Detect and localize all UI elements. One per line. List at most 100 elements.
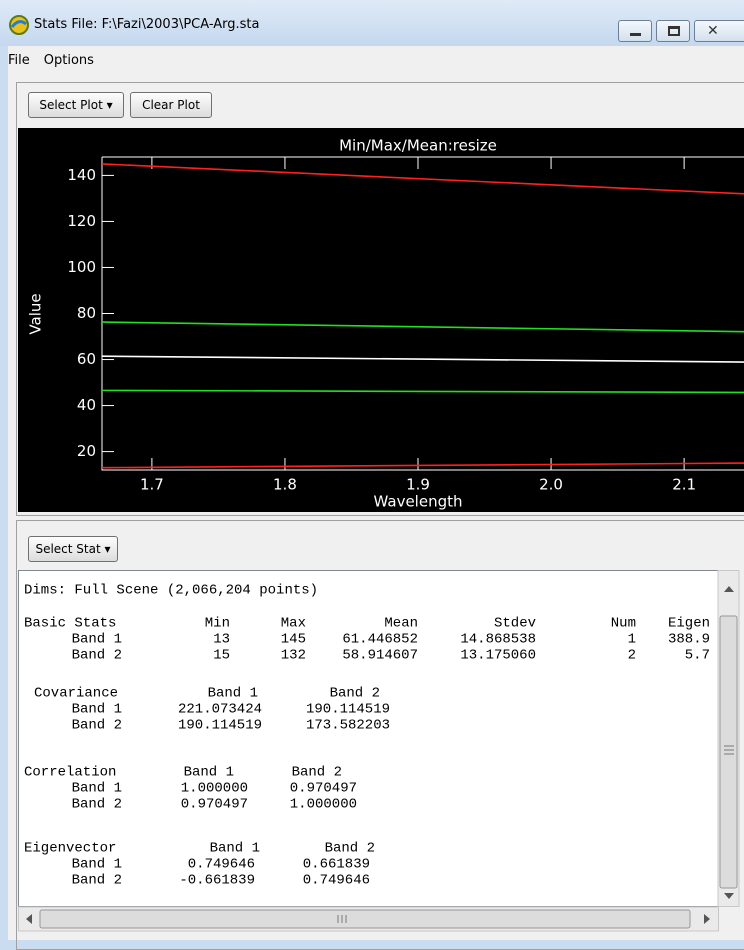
- column-header: Mean: [384, 616, 418, 632]
- stats-text-area: Dims: Full Scene (2,066,204 points) Basi…: [18, 570, 740, 932]
- plot-background: [18, 128, 744, 512]
- minimize-button[interactable]: [618, 20, 652, 42]
- window-title: Stats File: F:\Fazi\2003\PCA-Arg.sta: [34, 17, 260, 32]
- menu-bar: File Options: [8, 48, 744, 72]
- x-tick-label: 1.9: [406, 476, 430, 494]
- column-header: Band 2: [292, 765, 342, 781]
- column-header: Eigen: [668, 616, 710, 632]
- column-header: Num: [611, 616, 636, 632]
- cell: 221.073424: [178, 702, 262, 718]
- section-title: Correlation: [24, 765, 116, 781]
- cell: 0.970497: [290, 781, 357, 797]
- text-area-box: [18, 570, 719, 907]
- x-tick-label: 2.1: [672, 476, 696, 494]
- chart: Min/Max/Mean:resize Wavelength Value 20 4…: [18, 128, 744, 512]
- y-tick-label: 60: [77, 350, 96, 368]
- cell: 190.114519: [306, 702, 390, 718]
- scroll-up-arrow[interactable]: [724, 586, 734, 592]
- series-line: [101, 389, 744, 394]
- y-tick-label: 80: [77, 304, 96, 322]
- row-label: Band 1: [72, 702, 122, 718]
- scroll-thumb[interactable]: [719, 615, 738, 889]
- plot-panel: [16, 82, 744, 516]
- row-label: Band 2: [72, 873, 122, 889]
- y-tick-label: 100: [67, 258, 96, 276]
- cell: 0.749646: [303, 873, 370, 889]
- y-tick-label: 20: [77, 442, 96, 460]
- close-button[interactable]: ✕: [694, 20, 744, 42]
- y-tick-label: 140: [67, 166, 96, 184]
- button-label: Clear Plot: [142, 98, 200, 112]
- cell: 145: [281, 632, 306, 648]
- cell: 15: [213, 648, 230, 664]
- cell: 61.446852: [342, 632, 418, 648]
- column-header: Band 1: [184, 765, 234, 781]
- column-header: Stdev: [494, 616, 536, 632]
- clear-plot-button[interactable]: Clear Plot: [130, 92, 212, 118]
- axis-frame: [101, 156, 744, 471]
- cell: 190.114519: [178, 718, 262, 734]
- button-label: Select Stat: [35, 542, 101, 556]
- cell: 14.868538: [460, 632, 536, 648]
- x-tick-label: 1.7: [140, 476, 164, 494]
- cell: 5.7: [685, 648, 710, 664]
- row-label: Band 1: [72, 857, 122, 873]
- row-label: Band 2: [72, 718, 122, 734]
- cell: 13.175060: [460, 648, 536, 664]
- cell: 0.970497: [181, 797, 248, 813]
- select-plot-button[interactable]: Select Plot ▾: [28, 92, 124, 118]
- scroll-right-arrow[interactable]: [704, 914, 710, 924]
- maximize-button[interactable]: [656, 20, 690, 42]
- row-label: Band 2: [72, 648, 122, 664]
- column-header: Band 1: [208, 686, 258, 702]
- row-label: Band 1: [72, 781, 122, 797]
- row-label: Band 2: [72, 797, 122, 813]
- menu-item[interactable]: Options: [43, 52, 94, 68]
- series-line: [101, 163, 744, 195]
- y-tick-label: 40: [77, 396, 96, 414]
- column-header: Band 1: [210, 841, 260, 857]
- text-viewport: Dims: Full Scene (2,066,204 points) Basi…: [24, 583, 710, 889]
- scroll-left-arrow[interactable]: [26, 914, 32, 924]
- cell: 13: [213, 632, 230, 648]
- x-axis-label: Wavelength: [374, 493, 463, 511]
- series-line: [101, 321, 744, 333]
- menu-item[interactable]: File: [8, 52, 30, 68]
- app-icon: [9, 15, 29, 35]
- button-label: Select Plot: [39, 98, 103, 112]
- cell: 132: [281, 648, 306, 664]
- x-tick-label: 2.0: [539, 476, 563, 494]
- row-label: Band 1: [72, 632, 122, 648]
- x-tick-label: 1.8: [273, 476, 297, 494]
- column-header: Band 2: [325, 841, 375, 857]
- series-line: [101, 462, 744, 469]
- dims-line: Dims: Full Scene (2,066,204 points): [24, 583, 318, 599]
- column-header: Min: [205, 616, 230, 632]
- grip: [724, 745, 734, 755]
- h-scroll-thumb[interactable]: [39, 909, 691, 929]
- title-bar: Stats File: F:\Fazi\2003\PCA-Arg.sta ✕: [0, 0, 744, 46]
- cell: 0.749646: [188, 857, 255, 873]
- cell: -0.661839: [179, 873, 255, 889]
- cell: 173.582203: [306, 718, 390, 734]
- cell: 1: [628, 632, 636, 648]
- chart-title: Min/Max/Mean:resize: [339, 137, 497, 155]
- section-title: Covariance: [34, 686, 118, 702]
- cell: 58.914607: [342, 648, 418, 664]
- scroll-down-arrow[interactable]: [724, 893, 734, 899]
- cell: 1.000000: [181, 781, 248, 797]
- column-header: Max: [281, 616, 306, 632]
- cell: 0.661839: [303, 857, 370, 873]
- section-title: Basic Stats: [24, 616, 116, 632]
- cell: 388.9: [668, 632, 710, 648]
- series-line: [101, 355, 744, 363]
- cell: 2: [628, 648, 636, 664]
- cell: 1.000000: [290, 797, 357, 813]
- grip: [337, 915, 347, 923]
- y-axis-label: Value: [27, 293, 45, 334]
- column-header: Band 2: [330, 686, 380, 702]
- y-tick-label: 120: [67, 212, 96, 230]
- section-title: Eigenvector: [24, 841, 116, 857]
- select-stat-button[interactable]: Select Stat ▾: [28, 536, 118, 562]
